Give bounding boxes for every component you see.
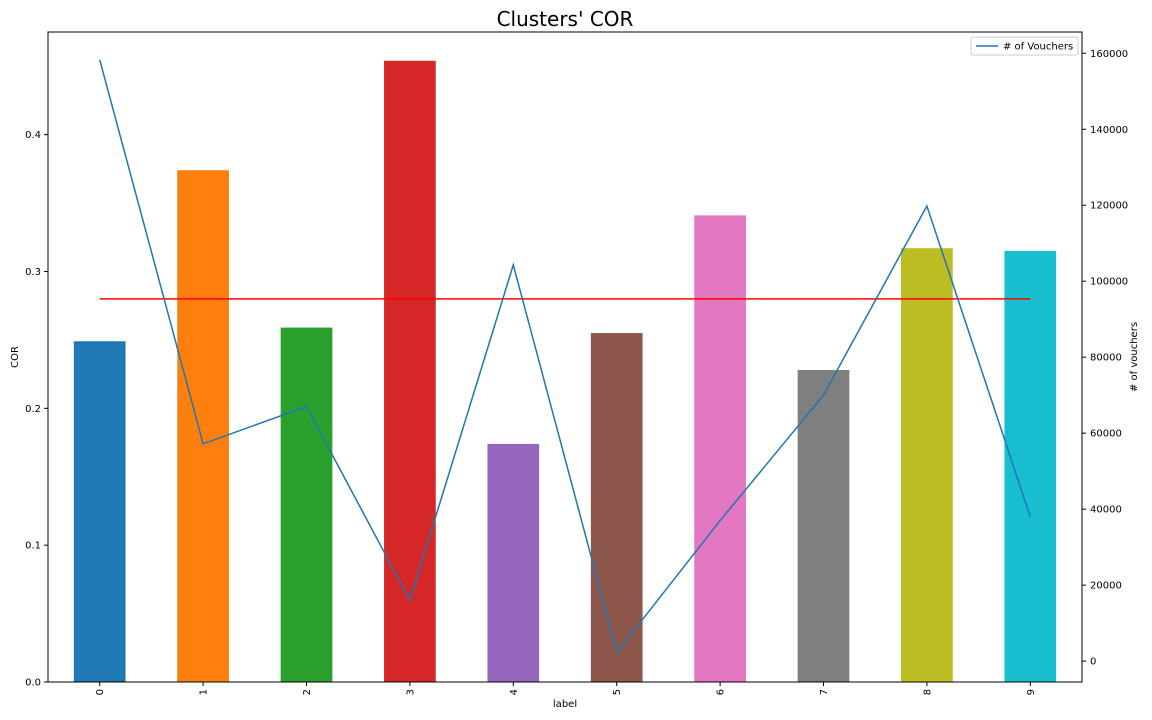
x-tick-label: 4 [509, 689, 520, 695]
legend-box [970, 36, 1079, 56]
legend: # of Vouchers [970, 36, 1079, 56]
y-tick-label: 0.1 [25, 541, 41, 552]
chart-title: Clusters' COR [497, 7, 634, 31]
y2-tick-label: 100000 [1090, 277, 1128, 288]
y-tick-label: 0.0 [25, 678, 41, 689]
vouchers-line [98, 59, 1032, 655]
y-tick-label: 0.3 [25, 267, 41, 278]
y2-tick-label: 60000 [1090, 429, 1122, 440]
vouchers-line-group [98, 59, 1032, 655]
x-tick-label: 2 [302, 689, 313, 695]
y2-tick-label: 140000 [1090, 125, 1128, 136]
y-axis-right: 0 20000 40000 60000 80000 100000 120000 140000 1… [1082, 49, 1128, 668]
x-tick-label: 0 [95, 689, 106, 695]
y2-tick-label: 40000 [1090, 505, 1122, 516]
x-axis: 0 1 2 3 4 5 6 7 8 9 [95, 682, 1037, 695]
bar-1 [177, 170, 229, 683]
y-axis-label: COR [10, 346, 21, 368]
bar-8 [901, 248, 953, 683]
y2-tick-label: 160000 [1090, 49, 1128, 60]
legend-entry-vouchers: # of Vouchers [1003, 42, 1073, 53]
bar-5 [590, 333, 643, 682]
bar-2 [280, 327, 333, 682]
bar-6 [694, 215, 746, 683]
x-tick-label: 5 [612, 689, 623, 695]
y-tick-label: 0.2 [25, 404, 41, 415]
bar-0 [73, 341, 126, 682]
x-tick-label: 9 [1026, 689, 1037, 695]
bars [73, 60, 1057, 683]
x-tick-label: 1 [199, 689, 210, 695]
y2-axis-label: # of vouchers [1129, 322, 1140, 392]
x-tick-label: 7 [819, 689, 830, 695]
bar-9 [1004, 250, 1057, 682]
bar-4 [487, 443, 540, 682]
y-tick-label: 0.4 [25, 130, 41, 141]
x-tick-label: 6 [716, 689, 727, 695]
y2-tick-label: 0 [1090, 657, 1096, 668]
y2-tick-label: 80000 [1090, 353, 1122, 364]
y2-tick-label: 120000 [1090, 201, 1128, 212]
x-tick-label: 8 [922, 689, 933, 695]
y2-tick-label: 20000 [1090, 581, 1122, 592]
x-axis-label: label [553, 699, 577, 710]
bar-3 [384, 60, 436, 683]
bar-7 [797, 370, 850, 682]
y-axis-left: 0.0 0.1 0.2 0.3 0.4 [25, 130, 48, 689]
x-tick-label: 3 [405, 689, 416, 695]
